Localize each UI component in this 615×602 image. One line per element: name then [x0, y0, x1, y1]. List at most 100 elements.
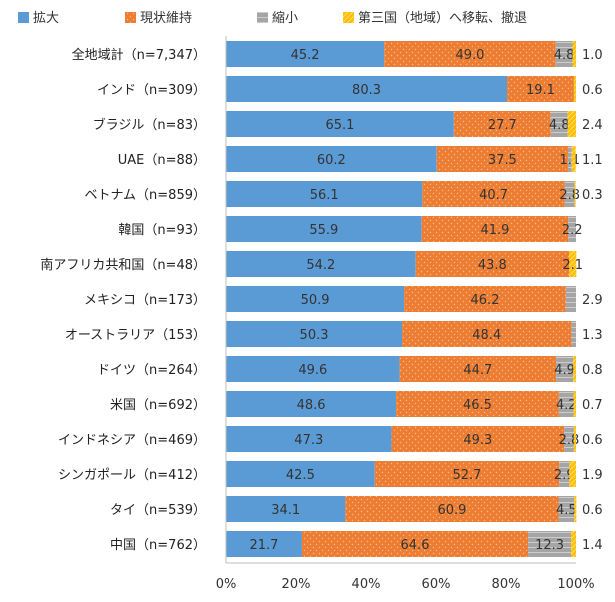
category-label: 米国（n=692） [110, 398, 206, 413]
bar-segment [226, 461, 375, 487]
bar-segment [571, 146, 576, 172]
legend-swatch [18, 12, 29, 23]
bar-segment [396, 391, 559, 417]
category-label: オーストラリア（153） [65, 328, 206, 343]
x-tick-label: 0% [216, 577, 237, 592]
bar-segment [374, 461, 560, 487]
outside-label: 0.6 [582, 503, 603, 518]
category-labels: 全地域計（n=7,347） インド（n=309） ブラジル（n=83） UAE（n=8… [40, 47, 206, 553]
bar-segment [572, 41, 576, 67]
outside-label: 1.9 [582, 468, 603, 483]
bar-segment [571, 321, 576, 347]
bar-segment [226, 286, 405, 312]
outside-label: 2.4 [582, 118, 603, 133]
data-label: 34.1 [271, 503, 300, 518]
bar-segment [574, 181, 576, 207]
bar-segment [226, 181, 423, 207]
category-label: ドイツ（n=264） [97, 363, 206, 378]
data-label: 65.1 [325, 118, 354, 133]
bar-segment [404, 286, 566, 312]
bar-segment [556, 356, 574, 382]
outside-label: 2.9 [582, 293, 603, 308]
x-axis: 0% 20% 40% 60% 80% 100% [216, 36, 595, 592]
bar-segment [402, 321, 572, 347]
bar-segment [226, 111, 454, 137]
bar-segment [226, 41, 385, 67]
bar-segment [528, 531, 572, 557]
bar-segment [571, 531, 576, 557]
data-label: 12.3 [535, 538, 564, 553]
category-label: 中国（n=762） [110, 538, 206, 553]
legend-label: 拡大 [33, 11, 59, 26]
bar-segment [421, 216, 569, 242]
data-label: 40.7 [479, 188, 508, 203]
bar-segment [226, 321, 403, 347]
bar-segment [226, 251, 416, 277]
category-label: メキシコ（n=173） [84, 293, 206, 308]
data-label: 45.2 [291, 48, 320, 63]
legend-swatch [257, 12, 268, 23]
bar-segment [558, 391, 574, 417]
bar-segment [567, 111, 576, 137]
data-label: 55.9 [309, 223, 338, 238]
legend-swatch [125, 12, 136, 23]
data-label: 4.8 [549, 118, 570, 133]
bar-segment [415, 251, 569, 277]
outside-label: 1.1 [582, 153, 603, 168]
data-label: 60.2 [317, 153, 346, 168]
bar-segment [226, 356, 400, 382]
outside-label: 1.4 [582, 538, 603, 553]
data-label: 60.9 [437, 503, 466, 518]
legend-swatch [343, 12, 354, 23]
data-label: 56.1 [310, 188, 339, 203]
data-label: 2.1 [562, 258, 583, 273]
bar-segment [399, 356, 557, 382]
data-label: 64.6 [401, 538, 430, 553]
bar-segment [226, 216, 422, 242]
bar-segment [453, 111, 551, 137]
bar-segment [301, 531, 529, 557]
outside-label: 1.3 [582, 328, 603, 343]
data-label: 48.6 [297, 398, 326, 413]
bar-segment [384, 41, 556, 67]
data-label: 1.1 [560, 153, 581, 168]
x-tick-label: 20% [282, 577, 311, 592]
data-label: 41.9 [480, 223, 509, 238]
data-label: 2.8 [559, 433, 580, 448]
legend: 拡大 現状維持 縮小 第三国（地域）へ移転、撤退 [18, 10, 527, 26]
bars: 45.2 49.0 4.8 1.0 80.3 19.1 0.6 65.1 27.7 4.8 2.4 6… [226, 41, 603, 557]
bar-segment [565, 286, 576, 312]
data-label: 48.4 [472, 328, 501, 343]
data-label: 50.3 [300, 328, 329, 343]
bar-segment [226, 531, 302, 557]
data-label: 49.6 [298, 363, 327, 378]
data-label: 21.7 [249, 538, 278, 553]
legend-label: 第三国（地域）へ移転、撤退 [358, 10, 527, 26]
bar-segment [558, 496, 575, 522]
x-tick-label: 60% [422, 577, 451, 592]
bar-segment [569, 251, 577, 277]
category-label: ベトナム（n=859） [84, 188, 206, 203]
outside-label: 0.8 [582, 363, 603, 378]
outside-label: 0.6 [582, 83, 603, 98]
bar-segment [574, 496, 577, 522]
bar-segment [226, 391, 397, 417]
data-label: 50.9 [301, 293, 330, 308]
bar-segment [564, 426, 574, 452]
legend-label: 現状維持 [140, 11, 192, 26]
bar-segment [391, 426, 565, 452]
category-label: シンガポール（n=412） [58, 468, 206, 483]
data-label: 46.5 [463, 398, 492, 413]
data-label: 2.8 [559, 188, 580, 203]
outside-label: 0.3 [582, 188, 603, 203]
data-label: 4.8 [554, 48, 575, 63]
bar-segment [436, 146, 568, 172]
data-label: 4.2 [556, 398, 577, 413]
legend-label: 縮小 [272, 10, 298, 26]
bar-segment [550, 111, 568, 137]
bar-segment [564, 181, 575, 207]
category-label: UAE（n=88） [118, 153, 206, 168]
x-tick-label: 80% [492, 577, 521, 592]
bar-segment [568, 216, 576, 242]
data-label: 80.3 [352, 83, 381, 98]
